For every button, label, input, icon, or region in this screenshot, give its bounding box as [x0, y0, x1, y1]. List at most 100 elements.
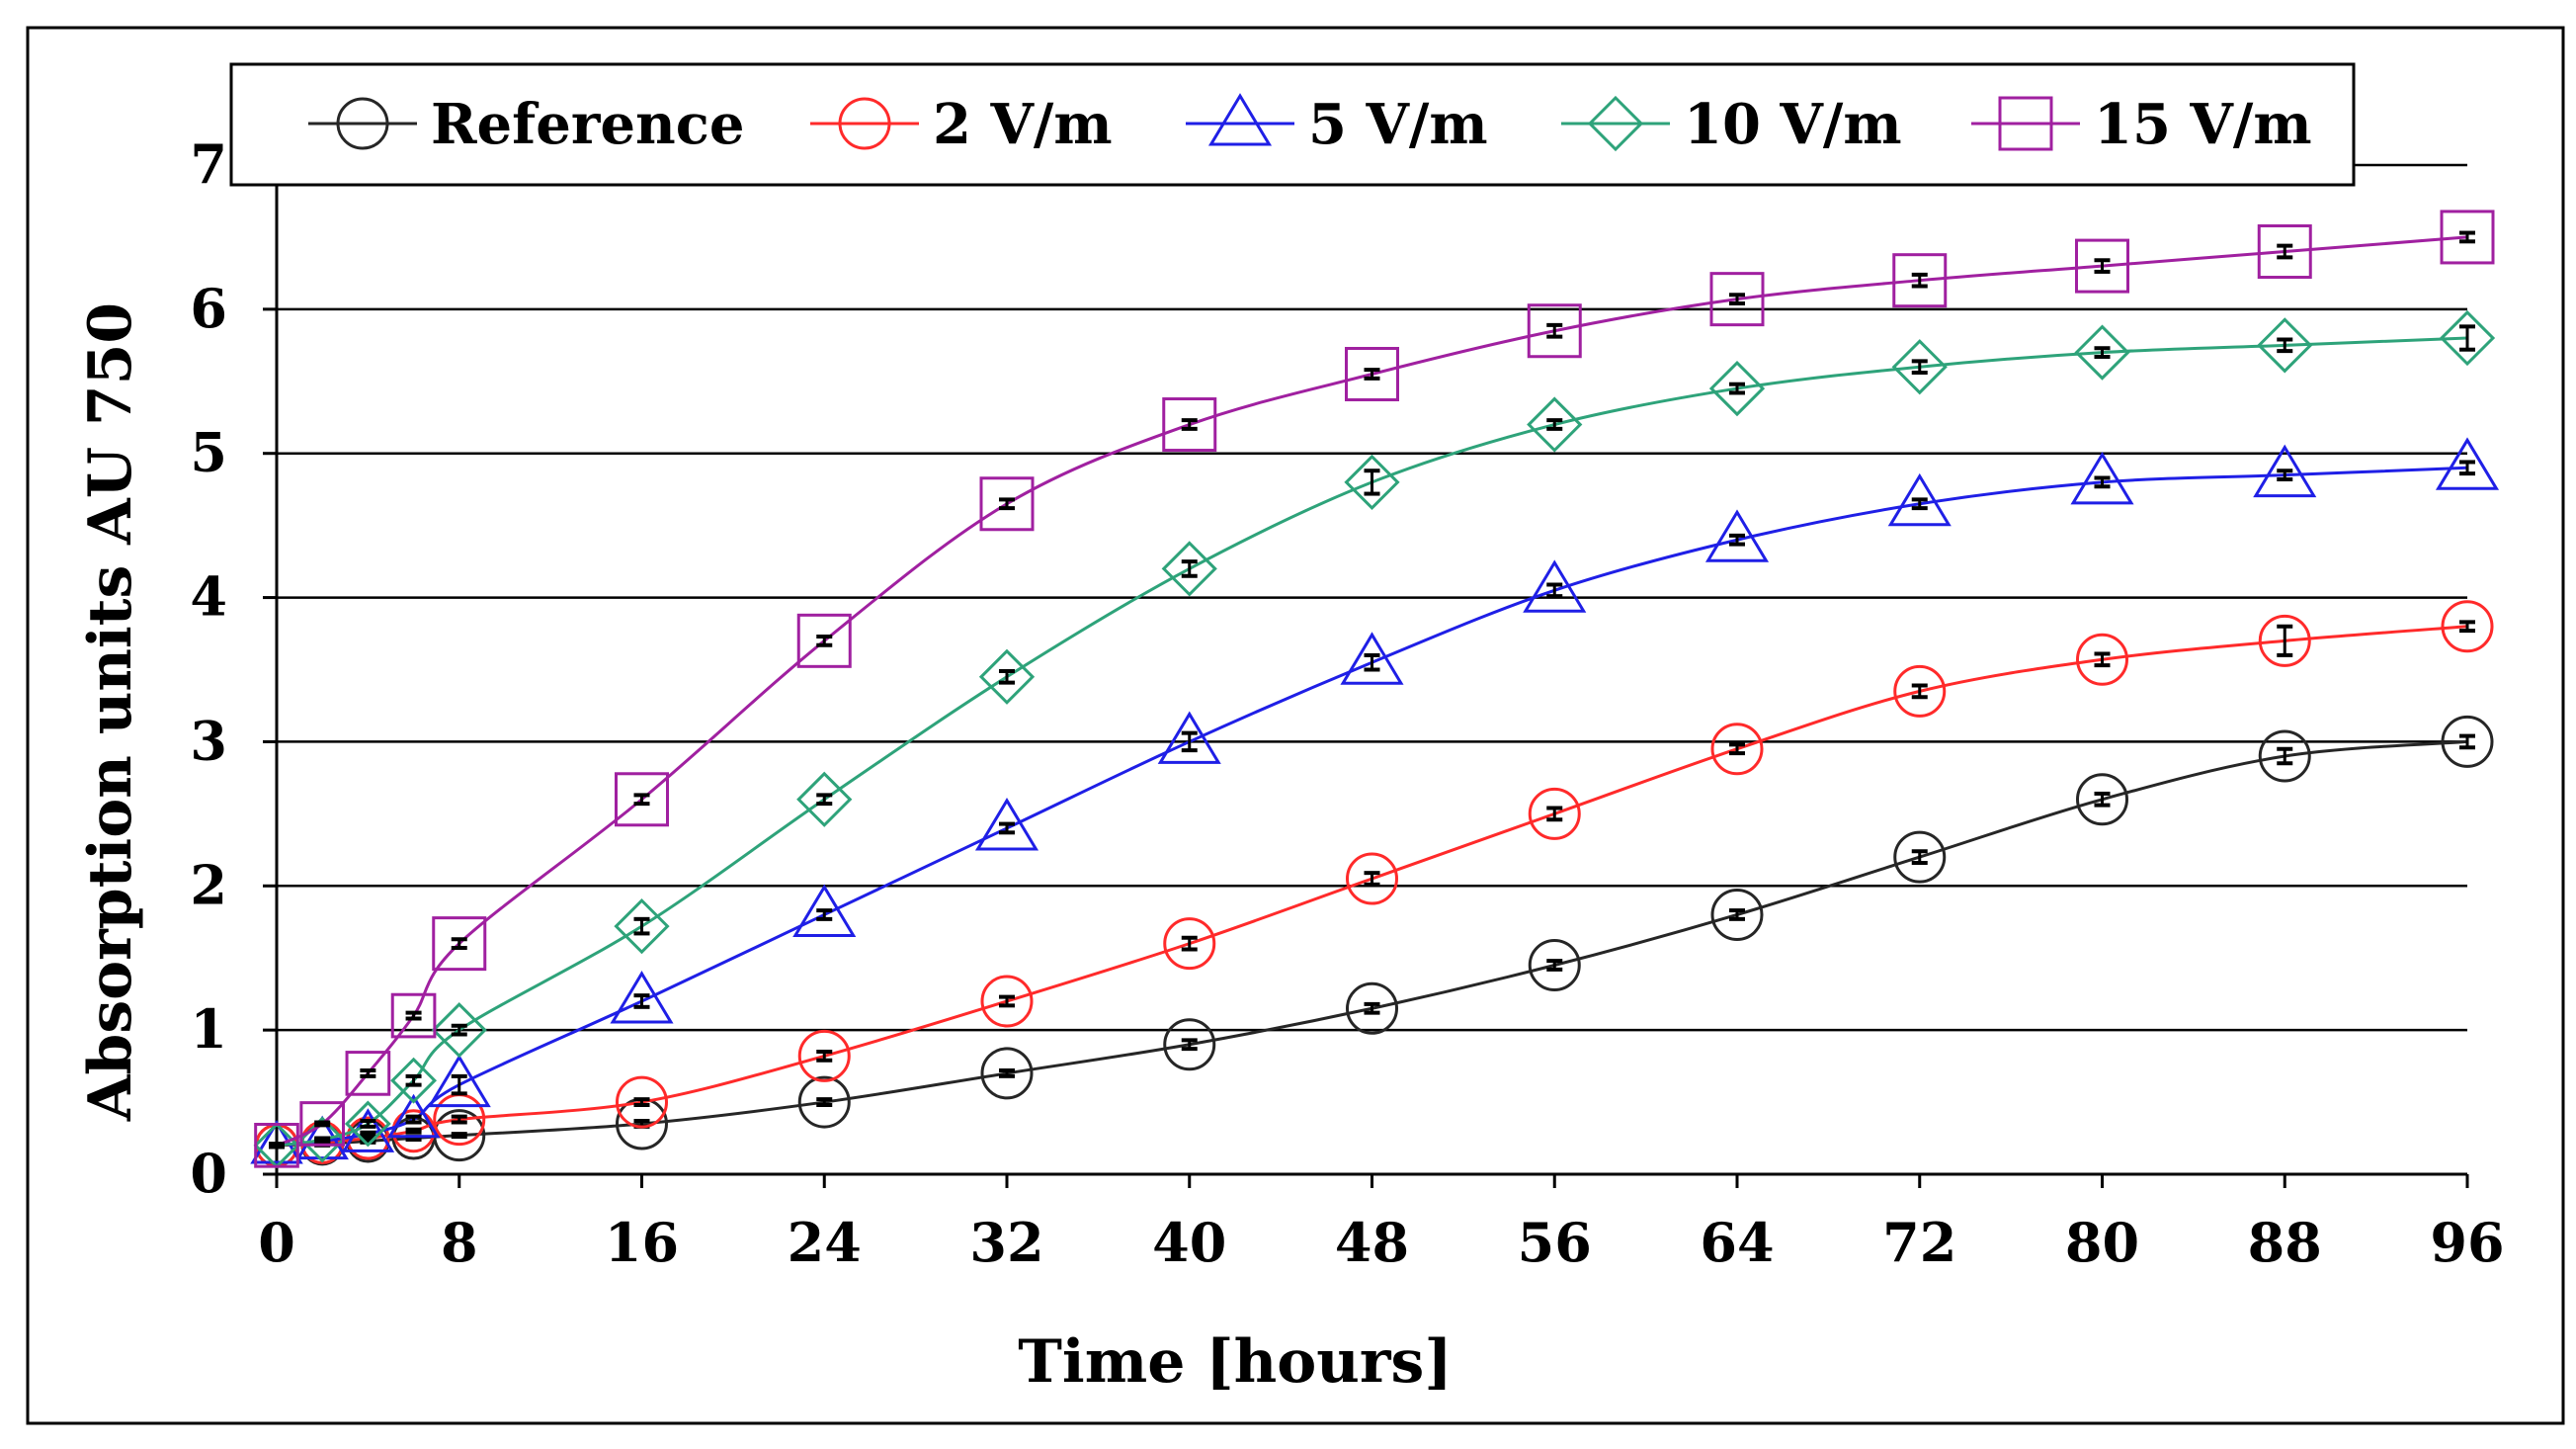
data-point: [390, 1057, 438, 1104]
data-point: [1893, 664, 1947, 718]
y-tick-label-1: 1: [190, 997, 227, 1061]
data-point: [427, 1054, 491, 1108]
data-point: [978, 648, 1036, 705]
data-point: [1887, 472, 1952, 527]
data-point: [610, 971, 674, 1024]
data-point: [1528, 787, 1581, 840]
data-point: [2253, 444, 2317, 498]
data-point: [1709, 272, 1765, 327]
data-point: [2257, 317, 2313, 374]
series-group: [250, 210, 2500, 1169]
data-point: [2439, 309, 2496, 367]
x-tick-label-8: 8: [441, 1211, 478, 1274]
data-point: [2441, 600, 2494, 653]
data-point: [797, 1029, 851, 1082]
x-axis-label: Time [hours]: [1018, 1327, 1452, 1397]
legend-label: 5 V/m: [1308, 92, 1488, 157]
y-axis-label: Absorption units AU 750: [76, 302, 145, 1122]
legend-marker: [838, 97, 891, 150]
x-tick-label-72: 72: [1882, 1211, 1956, 1274]
data-point: [1346, 981, 1398, 1035]
data-point: [979, 476, 1035, 532]
legend-marker: [1207, 93, 1273, 146]
data-point: [1162, 397, 1217, 453]
x-tick-label-32: 32: [969, 1211, 1043, 1274]
data-point: [2258, 614, 2311, 667]
legend-label: 10 V/m: [1684, 92, 1902, 157]
data-point: [2257, 224, 2312, 280]
x-tick-label-64: 64: [1700, 1211, 1774, 1274]
data-point: [344, 1100, 391, 1148]
data-point: [796, 613, 852, 668]
data-point: [1704, 509, 1770, 562]
data-point: [1523, 559, 1587, 613]
legend-entry-15-v-m: 15 V/m: [1971, 92, 2312, 157]
data-point: [1346, 852, 1398, 905]
data-point: [390, 992, 437, 1039]
data-point: [792, 884, 857, 937]
data-point: [1527, 303, 1582, 359]
data-point: [796, 771, 853, 827]
legend: Reference 2 V/m 5 V/m 10 V/m 15 V/m: [229, 62, 2356, 187]
x-tick-label-56: 56: [1518, 1211, 1592, 1274]
chart-frame: [26, 26, 2565, 1425]
data-point: [2075, 238, 2129, 294]
legend-entry-2-v-m: 2 V/m: [810, 92, 1113, 157]
data-point: [616, 1075, 668, 1129]
x-tick-label-40: 40: [1152, 1211, 1226, 1274]
legend-marker: [336, 97, 389, 150]
data-point: [1892, 253, 1948, 308]
data-point: [2076, 633, 2128, 686]
x-tick-label-88: 88: [2248, 1211, 2322, 1274]
data-point: [797, 1075, 851, 1129]
y-tick-label-4: 4: [190, 565, 227, 629]
data-point: [2441, 715, 2494, 768]
data-point: [299, 1101, 346, 1147]
y-tick-label-7: 7: [190, 132, 227, 196]
y-tick-label-6: 6: [190, 277, 227, 340]
data-point: [431, 1002, 487, 1059]
legend-label: 2 V/m: [933, 92, 1113, 157]
x-tick-label-24: 24: [788, 1211, 862, 1274]
series-15-v-m: [254, 210, 2495, 1168]
legend-entry-5-v-m: 5 V/m: [1186, 92, 1488, 157]
series-line: [276, 235, 2468, 1148]
legend-label: 15 V/m: [2094, 92, 2312, 157]
data-point: [432, 916, 487, 972]
legend-entry-reference: Reference: [308, 92, 744, 157]
data-point: [1891, 339, 1948, 395]
data-point: [254, 1123, 299, 1168]
y-tick-label-5: 5: [190, 421, 227, 484]
data-point: [1161, 541, 1217, 597]
data-point: [345, 1051, 391, 1096]
y-tick-label-2: 2: [190, 853, 227, 916]
data-point: [2258, 729, 2311, 783]
data-point: [1893, 830, 1947, 884]
data-point: [1344, 454, 1400, 511]
data-point: [1345, 346, 1399, 401]
data-point: [615, 772, 669, 827]
data-point: [974, 798, 1039, 851]
data-point: [980, 1047, 1034, 1100]
x-tick-label-0: 0: [258, 1211, 295, 1274]
x-tick-label-48: 48: [1335, 1211, 1409, 1274]
y-tick-label-3: 3: [190, 709, 227, 772]
data-point: [1710, 723, 1764, 776]
data-point: [2076, 773, 2128, 826]
data-point: [2435, 437, 2500, 490]
data-point: [386, 1093, 441, 1139]
series-5-v-m: [250, 437, 2500, 1164]
data-point: [1163, 917, 1216, 971]
data-point: [1527, 396, 1583, 453]
data-point: [2070, 451, 2134, 505]
legend-marker: [1998, 96, 2053, 151]
x-tick-label-16: 16: [605, 1211, 679, 1274]
data-point: [2440, 210, 2495, 265]
data-point: [1708, 360, 1766, 417]
data-point: [614, 898, 670, 955]
data-point: [1157, 711, 1221, 764]
data-point: [1528, 939, 1581, 992]
data-point: [1163, 1018, 1216, 1071]
